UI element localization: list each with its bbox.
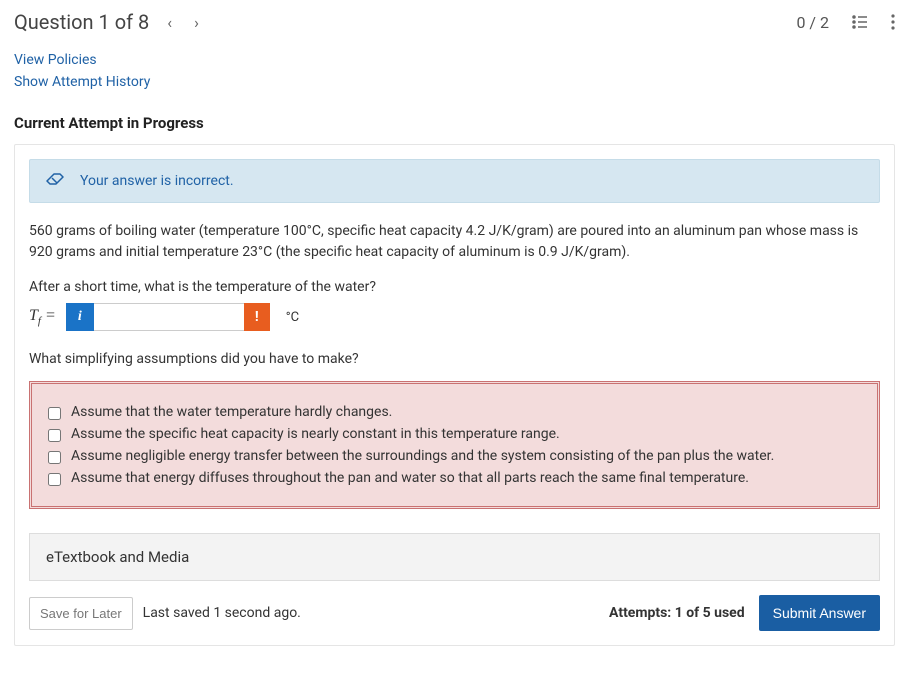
assumption-label: Assume that the water temperature hardly… [71,404,392,420]
attempts-text: Attempts: 1 of 5 used [609,605,745,621]
assumption-checkbox-0[interactable] [48,407,61,420]
unit-label: °C [286,310,299,325]
score-display: 0 / 2 [796,13,829,32]
assumption-option: Assume negligible energy transfer betwee… [48,448,861,464]
equation-label: Tf = [29,307,56,327]
question-list-icon[interactable] [851,13,869,31]
warning-icon: ! [244,303,270,331]
info-icon[interactable]: i [66,303,94,331]
more-options-icon[interactable] [891,13,895,31]
prev-question-button[interactable]: ‹ [167,13,172,32]
submit-answer-button[interactable]: Submit Answer [759,595,880,631]
question-body: 560 grams of boiling water (temperature … [29,221,880,263]
question-prompt-2: What simplifying assumptions did you hav… [29,351,880,367]
attempt-section-title: Current Attempt in Progress [0,100,909,144]
last-saved-text: Last saved 1 second ago. [143,605,301,621]
question-header: Question 1 of 8 ‹ › 0 / 2 [0,0,909,42]
assumption-label: Assume that energy diffuses throughout t… [71,470,749,486]
temperature-input[interactable] [94,303,244,331]
question-card: Your answer is incorrect. 560 grams of b… [14,144,895,646]
answer-row: Tf = i ! °C [29,303,880,331]
card-footer: Save for Later Last saved 1 second ago. … [29,595,880,631]
assumption-checkbox-1[interactable] [48,429,61,442]
incorrect-alert: Your answer is incorrect. [29,159,880,203]
assumption-label: Assume the specific heat capacity is nea… [71,426,560,442]
assumption-option: Assume the specific heat capacity is nea… [48,426,861,442]
assumption-checkbox-2[interactable] [48,451,61,464]
etextbook-panel[interactable]: eTextbook and Media [29,533,880,581]
view-policies-link[interactable]: View Policies [14,52,895,68]
assumptions-box: Assume that the water temperature hardly… [29,381,880,509]
assumption-option: Assume that the water temperature hardly… [48,404,861,420]
show-attempt-history-link[interactable]: Show Attempt History [14,74,895,90]
next-question-button[interactable]: › [194,13,199,32]
alert-text: Your answer is incorrect. [80,173,234,189]
assumption-label: Assume negligible energy transfer betwee… [71,448,774,464]
question-prompt-1: After a short time, what is the temperat… [29,279,880,295]
question-title: Question 1 of 8 [14,10,149,34]
assumption-option: Assume that energy diffuses throughout t… [48,470,861,486]
save-for-later-button[interactable]: Save for Later [29,597,133,630]
assumption-checkbox-3[interactable] [48,473,61,486]
eraser-icon [46,172,64,190]
